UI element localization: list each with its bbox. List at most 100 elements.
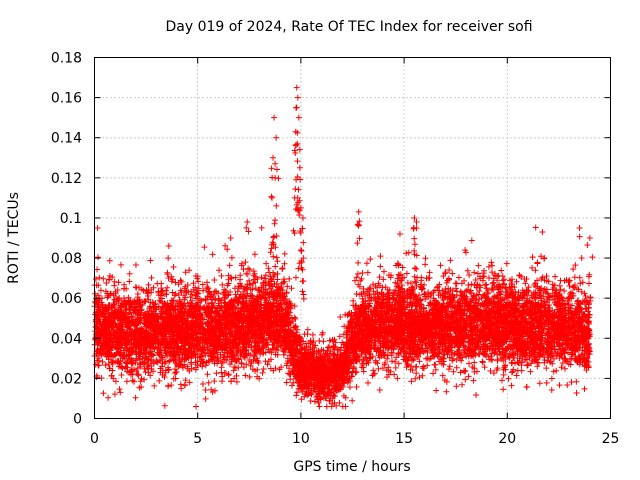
data-point — [126, 270, 133, 277]
data-point — [148, 274, 155, 281]
data-point — [571, 274, 578, 281]
data-point — [106, 257, 113, 264]
data-point — [96, 274, 103, 281]
data-point — [522, 280, 529, 287]
data-point — [100, 275, 107, 282]
data-point — [161, 402, 168, 409]
data-point — [117, 389, 124, 396]
data-point — [558, 364, 565, 371]
data-point — [246, 373, 253, 380]
data-point — [408, 363, 415, 370]
data-point — [130, 378, 137, 385]
data-point — [543, 365, 550, 372]
data-point — [132, 284, 139, 291]
data-point — [490, 370, 497, 377]
data-point — [525, 361, 532, 368]
data-point — [265, 265, 272, 272]
data-point — [209, 251, 216, 258]
data-point — [534, 259, 541, 266]
data-point — [233, 378, 240, 385]
data-point — [556, 282, 563, 289]
data-point — [479, 358, 486, 365]
data-point — [168, 382, 175, 389]
data-point — [565, 349, 572, 356]
data-point — [341, 323, 348, 330]
data-point — [258, 224, 265, 231]
data-point — [117, 261, 124, 268]
data-point — [498, 377, 505, 384]
data-point — [466, 271, 473, 278]
data-point — [405, 249, 412, 256]
data-point — [286, 275, 293, 282]
data-point — [199, 380, 206, 387]
data-point — [577, 280, 584, 287]
data-point — [278, 364, 285, 371]
data-point — [453, 280, 460, 287]
data-point — [475, 262, 482, 269]
data-point — [468, 237, 475, 244]
data-point — [503, 260, 510, 267]
data-point — [532, 267, 539, 274]
data-point — [193, 295, 199, 302]
data-point — [489, 262, 496, 269]
data-point — [566, 282, 573, 289]
data-point — [111, 391, 118, 398]
data-point — [432, 366, 439, 373]
data-point — [177, 277, 184, 284]
chart-title: Day 019 of 2024, Rate Of TEC Index for r… — [165, 19, 532, 35]
data-point — [145, 281, 152, 288]
data-point — [165, 275, 172, 282]
data-point — [216, 267, 223, 274]
data-point — [316, 403, 323, 410]
data-point — [259, 369, 266, 376]
data-point — [508, 382, 515, 389]
data-point — [112, 378, 119, 385]
data-point — [564, 382, 571, 389]
data-point — [151, 382, 158, 389]
data-point — [287, 376, 294, 383]
data-point — [462, 376, 469, 383]
data-point — [447, 257, 454, 264]
data-point — [156, 377, 163, 384]
data-point — [581, 290, 588, 297]
data-point — [123, 378, 130, 385]
data-point — [529, 254, 536, 261]
data-point — [115, 279, 122, 286]
data-point — [186, 267, 193, 274]
data-point — [309, 331, 316, 338]
data-point — [169, 289, 176, 296]
data-point — [424, 362, 431, 369]
data-point — [164, 269, 171, 276]
data-point — [407, 280, 414, 287]
data-point — [394, 375, 401, 382]
data-point — [276, 366, 283, 373]
data-point — [437, 262, 444, 269]
data-point — [375, 365, 382, 372]
data-points — [91, 84, 596, 410]
data-point — [455, 274, 462, 281]
data-point — [123, 360, 130, 367]
data-point — [132, 262, 139, 269]
data-point — [242, 372, 249, 379]
data-point — [261, 275, 268, 282]
data-point — [97, 287, 104, 294]
data-point — [488, 286, 495, 293]
data-point — [247, 362, 254, 369]
data-point — [501, 276, 508, 283]
data-point — [500, 386, 507, 393]
data-point — [543, 379, 550, 386]
data-point — [412, 375, 419, 382]
data-point — [211, 378, 218, 385]
data-point — [458, 381, 465, 388]
data-point — [307, 397, 314, 404]
data-point — [581, 385, 588, 392]
data-point — [419, 372, 426, 379]
data-point — [422, 255, 429, 262]
data-point — [265, 346, 272, 353]
data-point — [170, 264, 177, 271]
data-point — [465, 360, 472, 367]
data-point — [164, 284, 171, 291]
data-point — [289, 382, 296, 389]
data-point — [453, 364, 460, 371]
